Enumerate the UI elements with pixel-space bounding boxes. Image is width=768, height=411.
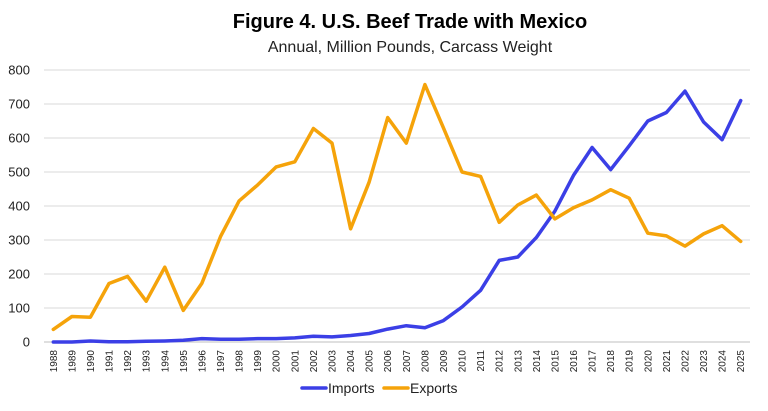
x-tick-label: 1993 (142, 350, 153, 373)
x-tick-label: 2004 (346, 350, 357, 373)
x-tick-label: 1998 (235, 350, 246, 373)
x-tick-label: 2005 (365, 350, 376, 373)
x-tick-label: 2017 (588, 350, 599, 373)
series-lines (51, 82, 743, 344)
legend-label-exports: Exports (410, 380, 457, 396)
legend: Imports Exports (300, 380, 457, 396)
x-tick-label: 2025 (736, 350, 747, 373)
x-tick-label: 2006 (383, 350, 394, 373)
x-tick-label: 1988 (49, 350, 60, 373)
x-tick-label: 1999 (253, 350, 264, 373)
x-tick-label: 2000 (272, 350, 283, 373)
y-tick-label: 100 (8, 301, 30, 316)
x-tick-label: 2015 (550, 350, 561, 373)
y-tick-label: 700 (8, 97, 30, 112)
y-tick-label: 0 (23, 335, 30, 350)
series-line-imports (51, 89, 743, 344)
x-tick-label: 2016 (569, 350, 580, 373)
x-tick-label: 2003 (327, 350, 338, 373)
series-line-exports (51, 82, 743, 332)
x-tick-label: 2010 (458, 350, 469, 373)
x-tick-label: 2020 (643, 350, 654, 373)
x-tick-label: 2001 (290, 350, 301, 373)
x-tick-label: 1991 (105, 350, 116, 373)
x-tick-label: 2013 (513, 350, 524, 373)
y-axis-ticks: 0 100 200 300 400 500 600 700 800 (8, 63, 30, 350)
x-axis-ticks: 1988 1989 1990 1991 1992 1993 1994 1995 1996 1997… (49, 350, 747, 373)
y-tick-label: 300 (8, 233, 30, 248)
gridlines (44, 69, 750, 343)
y-tick-label: 600 (8, 131, 30, 146)
x-tick-label: 2019 (625, 350, 636, 373)
x-tick-label: 1996 (197, 350, 208, 373)
x-tick-label: 2012 (495, 350, 506, 373)
x-tick-label: 2022 (680, 350, 691, 373)
y-tick-label: 400 (8, 199, 30, 214)
x-tick-label: 1994 (160, 350, 171, 373)
x-tick-label: 1992 (123, 350, 134, 373)
x-tick-label: 2009 (439, 350, 450, 373)
chart-subtitle: Annual, Million Pounds, Carcass Weight (268, 39, 553, 56)
x-tick-label: 2002 (309, 350, 320, 373)
legend-label-imports: Imports (328, 380, 375, 396)
y-tick-label: 500 (8, 165, 30, 180)
y-tick-label: 800 (8, 63, 30, 78)
x-tick-label: 2023 (699, 350, 710, 373)
x-tick-label: 2024 (718, 350, 729, 373)
x-tick-label: 1995 (179, 350, 190, 373)
y-tick-label: 200 (8, 267, 30, 282)
x-tick-label: 2014 (532, 350, 543, 373)
x-tick-label: 2011 (476, 350, 487, 372)
x-tick-label: 2021 (662, 350, 673, 373)
x-tick-label: 1990 (86, 350, 97, 373)
x-tick-label: 2008 (420, 350, 431, 373)
x-tick-label: 1997 (216, 350, 227, 373)
x-tick-label: 2018 (606, 350, 617, 373)
x-tick-label: 1989 (67, 350, 78, 373)
chart-title: Figure 4. U.S. Beef Trade with Mexico (233, 11, 588, 33)
x-tick-label: 2007 (402, 350, 413, 373)
